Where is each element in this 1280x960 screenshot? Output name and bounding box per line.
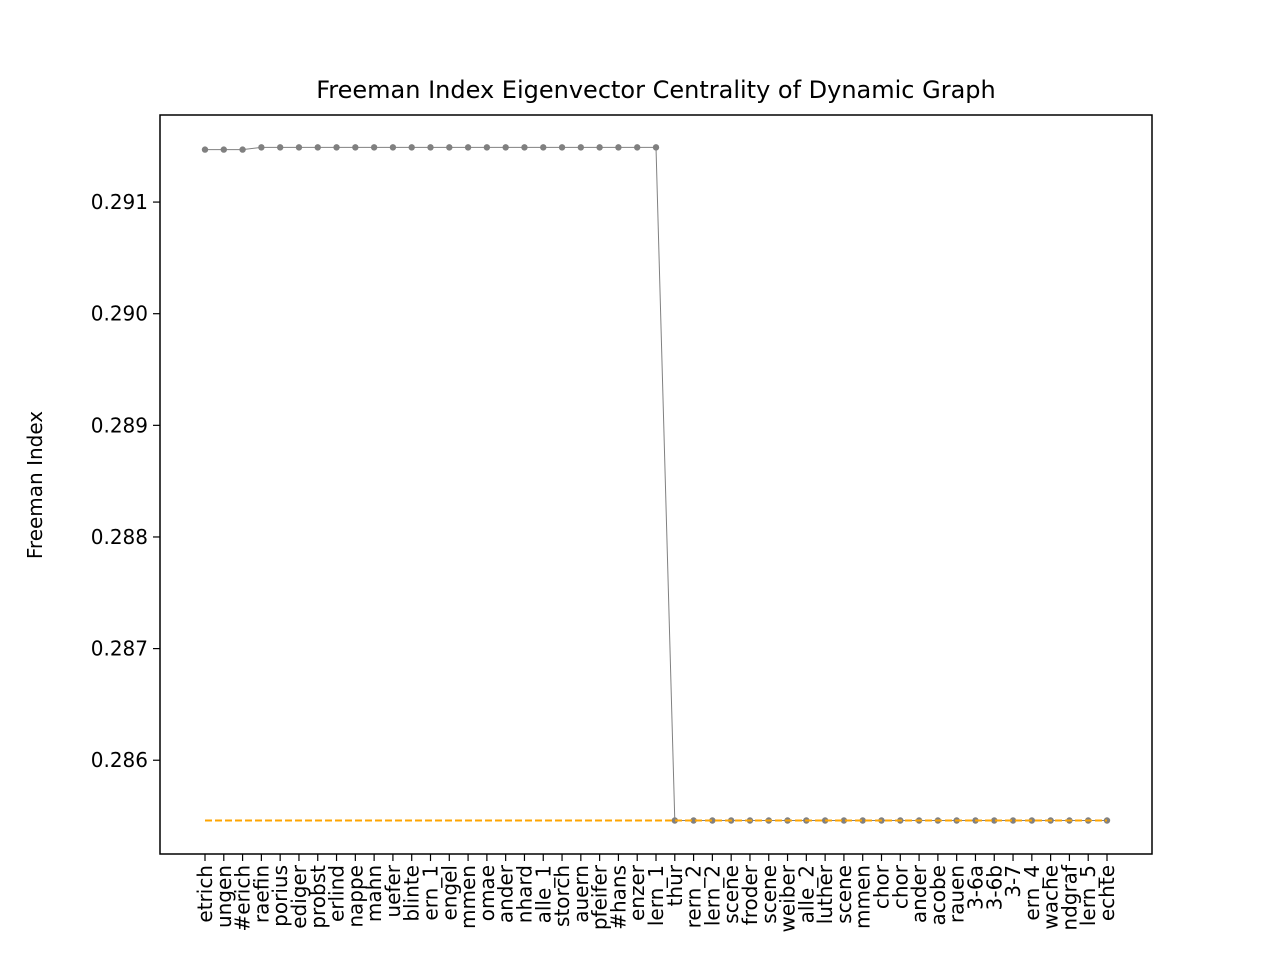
x-tick-label: erlind (325, 865, 349, 922)
data-point (389, 144, 397, 151)
x-tick-label: scene (832, 865, 856, 924)
data-point (295, 144, 303, 151)
x-tick-label: lern_2 (700, 865, 724, 926)
data-point (540, 144, 547, 151)
chart-title: Freeman Index Eigenvector Centrality of … (316, 76, 996, 104)
x-tick-label: ediger (287, 864, 311, 929)
data-point (201, 146, 209, 153)
x-tick-label: 3-7 (1001, 865, 1025, 898)
y-tick-label: 0.286 (91, 748, 148, 772)
x-tick-label: chor (888, 864, 912, 909)
x-tick-label: probst (306, 865, 330, 929)
data-point (352, 144, 359, 151)
y-axis-ticks: 0.286 0.287 0.288 0.289 0.290 0.291 (91, 190, 160, 772)
x-tick-label: rern_2 (682, 865, 706, 928)
y-tick-label: 0.289 (91, 413, 148, 437)
x-tick-label: nhard (512, 865, 536, 923)
x-tick-label: ungen (212, 865, 236, 928)
data-point (446, 144, 453, 151)
data-point (483, 144, 491, 151)
data-point (314, 144, 321, 151)
data-point (652, 144, 660, 151)
x-tick-label: pfeifer (588, 864, 612, 930)
data-point (464, 144, 472, 151)
data-point (558, 144, 566, 151)
x-tick-label: raefin (249, 865, 273, 923)
data-point (859, 817, 866, 824)
data-point (370, 144, 378, 151)
data-point (671, 817, 678, 824)
x-tick-label: echte (1095, 865, 1119, 921)
data-point (840, 817, 848, 824)
x-tick-label: mmen (456, 865, 480, 929)
data-point (709, 817, 716, 824)
x-tick-label: #erich (231, 865, 255, 932)
data-point (408, 144, 415, 151)
y-tick-label: 0.290 (91, 302, 148, 326)
y-tick-label: 0.287 (91, 637, 148, 661)
x-tick-label: scene (757, 865, 781, 924)
data-point (220, 146, 227, 153)
x-tick-label: auern (569, 865, 593, 923)
x-tick-label: #hans (606, 865, 630, 930)
x-tick-label: lern_1 (644, 865, 668, 926)
data-point (615, 144, 622, 151)
x-tick-label: storch (550, 865, 574, 927)
x-tick-label: ander (494, 864, 518, 923)
x-tick-label: mmen (851, 865, 875, 929)
plot-frame (159, 114, 1153, 855)
data-point (276, 144, 284, 151)
x-tick-label: alle_1 (531, 865, 555, 923)
data-point (690, 817, 697, 824)
data-point (991, 817, 998, 824)
x-tick-label: 3-6b (982, 865, 1006, 910)
x-tick-label: chor (870, 864, 894, 909)
data-point (427, 144, 434, 151)
data-point (634, 144, 641, 151)
x-tick-label: enzer (625, 864, 649, 921)
x-tick-label: ern_1 (419, 865, 443, 921)
x-tick-label: scene (719, 865, 743, 924)
data-point (502, 144, 509, 151)
data-point (596, 144, 603, 151)
x-tick-label: uefer (381, 864, 405, 917)
data-point (577, 144, 585, 151)
data-point (258, 144, 265, 151)
data-point (521, 144, 528, 151)
x-tick-label: thur (663, 864, 687, 906)
x-tick-label: weiber (776, 864, 800, 932)
y-tick-label: 0.291 (91, 190, 148, 214)
x-tick-label: nappe (343, 865, 367, 928)
x-tick-label: alle_2 (794, 865, 818, 923)
x-tick-label: blinte (400, 865, 424, 922)
data-point (333, 144, 340, 151)
x-tick-label: wache (1039, 865, 1063, 930)
x-tick-label: rauen (945, 865, 969, 923)
x-tick-label: luther (813, 864, 837, 924)
x-tick-label: ander (907, 864, 931, 923)
x-tick-label: porius (268, 865, 292, 927)
x-tick-label: froder (738, 864, 762, 925)
x-tick-label: acobe (926, 865, 950, 926)
series-layer (201, 144, 1111, 824)
data-point (1009, 817, 1017, 824)
data-point (239, 146, 246, 153)
x-tick-label: omae (475, 865, 499, 921)
y-tick-label: 0.288 (91, 525, 148, 549)
x-tick-label: mahn (362, 865, 386, 922)
x-tick-label: ern_4 (1020, 865, 1044, 921)
y-axis-label: Freeman Index (23, 411, 47, 559)
x-tick-label: lern_5 (1076, 865, 1100, 926)
x-tick-label: engel (437, 865, 461, 921)
x-tick-label: 3-6a (963, 865, 987, 910)
x-tick-label: ndgraf (1057, 864, 1081, 931)
x-tick-label: etrich (193, 865, 217, 923)
x-axis-ticks: etrichungen#erichraefinporiusedigerprobs… (193, 854, 1119, 932)
